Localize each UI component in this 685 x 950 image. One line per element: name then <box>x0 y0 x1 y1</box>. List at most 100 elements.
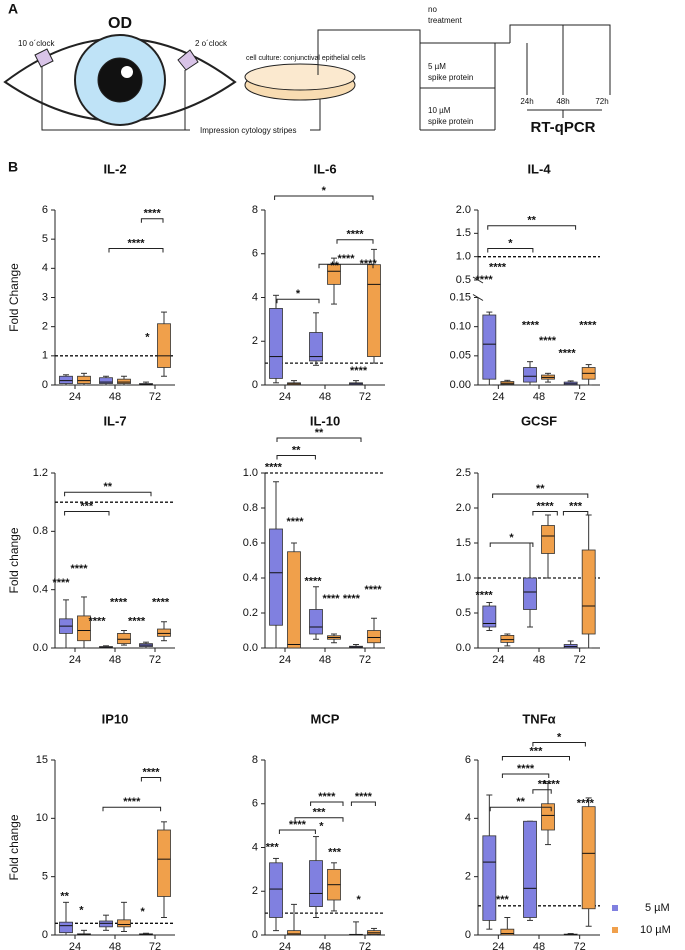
legend-swatch <box>612 905 618 911</box>
box <box>367 264 381 357</box>
significance-label: **** <box>144 208 162 220</box>
legend-label: 5 µM <box>645 902 670 914</box>
box <box>541 525 555 554</box>
x-tick-label: 48 <box>533 941 545 950</box>
x-tick-label: 24 <box>492 654 504 666</box>
box <box>309 332 323 362</box>
x-tick-label: 48 <box>533 391 545 403</box>
significance-label: **** <box>355 791 373 803</box>
significance-label: ** <box>516 796 525 808</box>
y-tick-label: 6 <box>465 754 471 766</box>
y-tick-label: 2 <box>42 321 48 333</box>
significance-label: **** <box>476 589 494 601</box>
y-tick-label: 1 <box>42 350 48 362</box>
significance-label: **** <box>543 778 561 790</box>
significance-label: **** <box>265 462 283 474</box>
y-tick-label: 0 <box>252 929 258 941</box>
significance-bracket <box>278 829 316 834</box>
significance-bracket <box>318 263 374 269</box>
significance-label: ** <box>538 779 547 791</box>
x-tick-label: 48 <box>319 391 331 403</box>
x-tick-label: 72 <box>574 654 586 666</box>
culture-label: cell culture: conjunctival epithelial ce… <box>246 55 366 62</box>
y-tick-label: 6 <box>252 798 258 810</box>
significance-bracket <box>64 511 110 516</box>
y-tick-label: 0.4 <box>243 572 258 584</box>
significance-label: *** <box>530 745 544 757</box>
time-label: 72h <box>595 97 608 106</box>
box <box>581 806 596 910</box>
significance-label: *** <box>569 500 583 512</box>
box <box>482 835 497 921</box>
x-tick-label: 48 <box>319 941 331 950</box>
chart-title: IL-6 <box>313 161 336 176</box>
chart-title: IL-4 <box>527 161 551 176</box>
y-tick-label: 2 <box>252 885 258 897</box>
significance-label: **** <box>539 335 557 347</box>
y-tick-label: 4 <box>252 291 258 303</box>
y-tick-label: 4 <box>42 262 48 274</box>
y-tick-label: 2.0 <box>456 502 471 514</box>
significance-bracket <box>310 801 344 806</box>
pupil-light <box>121 66 133 78</box>
significance-label: **** <box>123 796 141 808</box>
significance-label: * <box>145 332 150 344</box>
box <box>523 577 537 610</box>
y-tick-label: 8 <box>252 754 258 766</box>
x-tick-label: 72 <box>149 654 161 666</box>
y-tick-label: 1.2 <box>33 467 48 479</box>
y-tick-label: 15 <box>36 754 48 766</box>
significance-label: * <box>140 906 145 918</box>
box <box>77 615 91 642</box>
box <box>581 549 596 635</box>
y-tick-label: 0.8 <box>243 502 258 514</box>
condition-label: spike protein <box>428 73 473 82</box>
y-tick-label: 0 <box>42 379 48 391</box>
x-tick-label: 72 <box>359 391 371 403</box>
significance-label: **** <box>337 253 355 265</box>
condition-label: no <box>428 5 437 14</box>
significance-label: **** <box>517 763 535 775</box>
y-tick-label: 2 <box>465 871 471 883</box>
stripes-label: Impression cytology stripes <box>200 126 296 135</box>
time-label: 48h <box>556 97 569 106</box>
significance-bracket <box>501 756 570 761</box>
y-axis-label: Fold Change <box>7 263 21 332</box>
y-tick-label: 0.5 <box>456 607 471 619</box>
condition-label: 5 µM <box>428 62 446 71</box>
box <box>269 308 283 379</box>
y-tick-label: 6 <box>42 204 48 216</box>
box <box>99 920 113 928</box>
significance-bracket <box>350 801 376 806</box>
box <box>309 609 323 635</box>
x-tick-label: 72 <box>574 941 586 950</box>
x-tick-label: 48 <box>109 941 121 950</box>
chart-title: MCP <box>311 711 340 726</box>
box <box>482 605 497 628</box>
x-tick-label: 24 <box>279 654 291 666</box>
significance-bracket <box>102 806 162 812</box>
y-tick-label: 0.8 <box>33 525 48 537</box>
x-tick-label: 72 <box>359 654 371 666</box>
significance-bracket <box>562 511 589 516</box>
y-tick-label: 0.0 <box>243 642 258 654</box>
connector <box>41 66 190 131</box>
time-label: 24h <box>520 97 533 106</box>
connector <box>494 42 510 130</box>
y-tick-label: 0.6 <box>243 537 258 549</box>
y-tick-label: 0.5 <box>456 274 471 286</box>
significance-bracket <box>489 806 552 812</box>
x-tick-label: 24 <box>69 654 81 666</box>
chart-title: IL-7 <box>103 413 126 428</box>
x-tick-label: 48 <box>109 654 121 666</box>
significance-label: **** <box>152 596 170 608</box>
box <box>523 820 537 918</box>
y-tick-label: 0.00 <box>450 379 471 391</box>
chart-title: GCSF <box>521 413 557 428</box>
panel-label: A <box>8 1 18 17</box>
box <box>482 314 497 380</box>
box <box>287 930 301 936</box>
significance-label: *** <box>266 841 280 853</box>
y-tick-label: 0 <box>252 379 258 391</box>
connector <box>310 98 321 131</box>
